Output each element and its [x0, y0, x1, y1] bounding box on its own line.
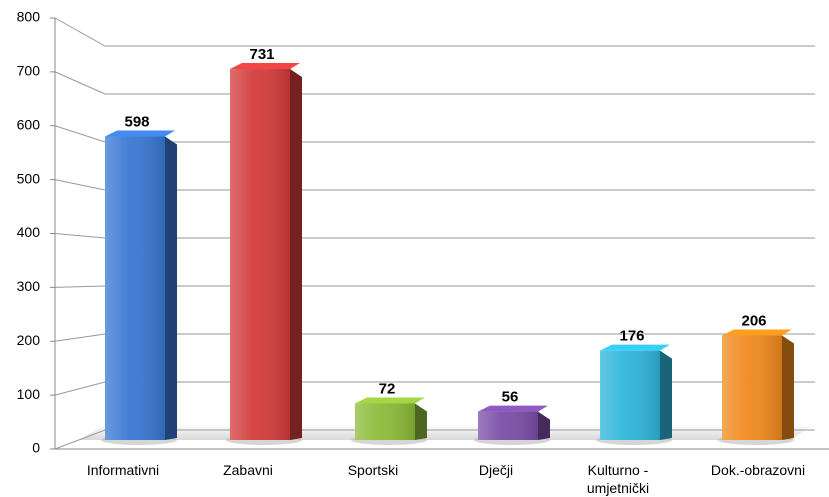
- y-tick-label: 800: [17, 9, 41, 25]
- bar-side: [660, 350, 672, 440]
- bar-top: [230, 63, 300, 70]
- x-tick-label: Sportski: [347, 462, 399, 478]
- y-tick-label: 0: [32, 440, 40, 456]
- bar-top: [478, 405, 548, 412]
- bar-top: [722, 329, 792, 336]
- y-tick-label: 200: [17, 332, 41, 348]
- y-tick-label: 400: [17, 224, 41, 240]
- x-tick-label: Kulturno - umjetnički: [586, 462, 650, 496]
- bar-side: [165, 136, 177, 440]
- bar-top: [105, 130, 175, 137]
- value-label: 731: [249, 46, 274, 63]
- bar-top: [600, 344, 670, 351]
- bar-shine: [105, 136, 165, 440]
- value-label: 72: [379, 380, 396, 397]
- y-tick-label: 300: [17, 278, 41, 294]
- y-tick-label: 700: [17, 63, 41, 79]
- floor: [80, 424, 815, 440]
- bar-side: [538, 411, 550, 440]
- bar-side: [782, 335, 794, 440]
- bar-side: [415, 403, 427, 440]
- value-label: 56: [502, 389, 519, 406]
- x-tick-label: Zabavni: [223, 462, 273, 478]
- bar-shine: [600, 350, 660, 440]
- y-tick-label: 500: [17, 170, 41, 186]
- bar-shine: [478, 411, 538, 440]
- value-label: 206: [741, 312, 766, 329]
- y-tick-label: 100: [17, 386, 41, 402]
- bar-top: [355, 397, 425, 404]
- x-tick-label: Informativni: [86, 462, 160, 478]
- grid-line: [54, 17, 815, 47]
- x-tick-label: Dok.-obrazovni: [710, 462, 806, 478]
- bar-side: [290, 69, 302, 440]
- bar-shine: [230, 69, 290, 440]
- value-label: 598: [124, 113, 149, 130]
- x-tick-label: Dječji: [478, 462, 514, 478]
- value-label: 176: [619, 328, 644, 345]
- bar-shine: [355, 403, 415, 440]
- grid-line: [54, 71, 815, 95]
- bar-shine: [722, 335, 782, 440]
- y-tick-label: 600: [17, 116, 41, 132]
